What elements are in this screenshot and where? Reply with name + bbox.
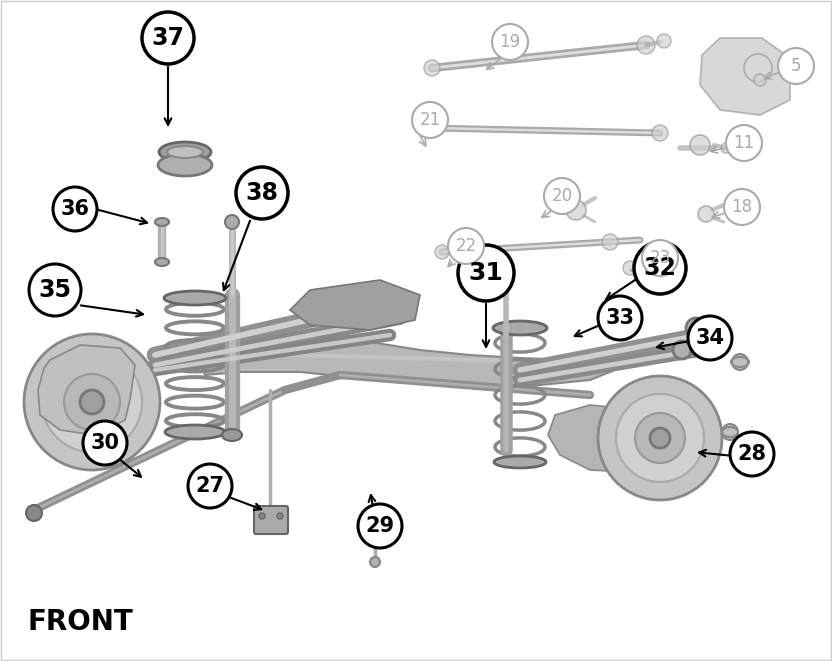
Text: 11: 11 (733, 134, 755, 152)
Circle shape (690, 135, 710, 155)
Circle shape (778, 48, 814, 84)
Circle shape (598, 296, 642, 340)
Ellipse shape (155, 258, 169, 266)
Polygon shape (38, 345, 135, 435)
Circle shape (80, 390, 104, 414)
Text: 20: 20 (552, 187, 572, 205)
Circle shape (754, 74, 766, 86)
Circle shape (419, 121, 433, 135)
Circle shape (686, 318, 706, 338)
Circle shape (698, 206, 714, 222)
Text: 27: 27 (196, 476, 225, 496)
Circle shape (142, 12, 194, 64)
Circle shape (42, 352, 142, 452)
Ellipse shape (159, 142, 211, 162)
Circle shape (642, 240, 678, 276)
Polygon shape (700, 38, 790, 115)
Text: 32: 32 (644, 256, 676, 280)
FancyBboxPatch shape (254, 506, 288, 534)
Circle shape (637, 36, 655, 54)
Text: 19: 19 (499, 33, 521, 51)
Circle shape (370, 557, 380, 567)
Text: 29: 29 (365, 516, 394, 536)
Text: 37: 37 (151, 26, 185, 50)
Circle shape (722, 424, 738, 440)
Circle shape (602, 234, 618, 250)
Circle shape (652, 125, 668, 141)
Circle shape (83, 421, 127, 465)
Circle shape (616, 394, 704, 482)
Circle shape (448, 228, 484, 264)
Text: 34: 34 (696, 328, 725, 348)
Circle shape (500, 272, 512, 284)
Circle shape (726, 125, 762, 161)
Circle shape (732, 354, 748, 370)
Ellipse shape (158, 154, 212, 176)
Circle shape (721, 143, 731, 153)
Circle shape (635, 413, 685, 463)
Circle shape (53, 187, 97, 231)
Polygon shape (200, 338, 620, 385)
Circle shape (435, 245, 449, 259)
Polygon shape (290, 280, 420, 330)
Text: 18: 18 (731, 198, 753, 216)
Circle shape (673, 341, 691, 359)
Text: 23: 23 (649, 249, 671, 267)
Circle shape (598, 376, 722, 500)
Ellipse shape (493, 321, 547, 335)
Ellipse shape (165, 425, 225, 439)
Circle shape (730, 432, 774, 476)
Circle shape (29, 264, 81, 316)
Circle shape (358, 504, 402, 548)
Circle shape (657, 34, 671, 48)
Ellipse shape (164, 291, 226, 305)
Circle shape (225, 215, 239, 229)
Circle shape (492, 24, 528, 60)
Circle shape (544, 178, 580, 214)
Circle shape (458, 245, 514, 301)
Circle shape (64, 374, 120, 430)
Circle shape (277, 513, 283, 519)
Circle shape (566, 200, 586, 220)
Text: 28: 28 (737, 444, 766, 464)
Circle shape (259, 513, 265, 519)
Circle shape (412, 102, 448, 138)
Text: 30: 30 (91, 433, 120, 453)
Text: FRONT: FRONT (28, 608, 134, 636)
Circle shape (650, 428, 670, 448)
Circle shape (188, 464, 232, 508)
Ellipse shape (155, 218, 169, 226)
Circle shape (236, 167, 288, 219)
Ellipse shape (167, 146, 203, 158)
Text: 35: 35 (38, 278, 72, 302)
Polygon shape (548, 405, 665, 472)
Circle shape (623, 261, 637, 275)
Text: 36: 36 (61, 199, 90, 219)
Circle shape (24, 334, 160, 470)
Ellipse shape (494, 456, 546, 468)
Circle shape (634, 242, 686, 294)
Text: 21: 21 (419, 111, 441, 129)
Circle shape (26, 505, 42, 521)
Text: 5: 5 (790, 57, 801, 75)
Text: 22: 22 (455, 237, 477, 255)
Circle shape (724, 189, 760, 225)
Circle shape (744, 54, 772, 82)
Text: 31: 31 (468, 261, 503, 285)
Text: 38: 38 (245, 181, 279, 205)
Circle shape (424, 60, 440, 76)
Ellipse shape (222, 429, 242, 441)
Text: 33: 33 (606, 308, 635, 328)
Circle shape (688, 316, 732, 360)
